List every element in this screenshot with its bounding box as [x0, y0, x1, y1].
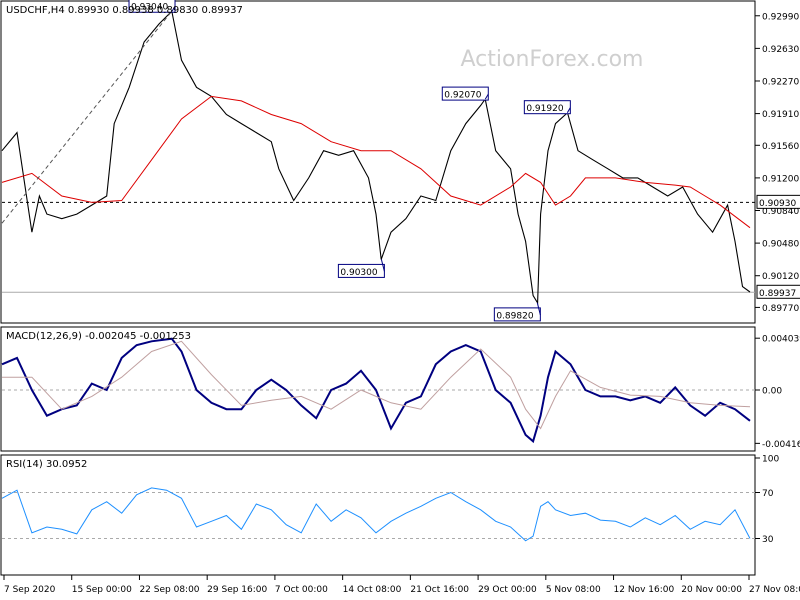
rsi-tick-label: 30	[762, 535, 774, 545]
time-tick-label: 14 Oct 08:00	[343, 585, 402, 595]
annotation-box	[441, 86, 489, 101]
time-tick-label: 27 Nov 08:00	[749, 585, 800, 595]
annotation-connector	[566, 107, 571, 113]
annotation-connector	[380, 259, 385, 272]
price-tick-label: 0.91200	[762, 174, 799, 184]
level-label-box	[756, 194, 800, 209]
price-tick-label: 0.91910	[762, 110, 799, 120]
price-tick-label: 0.92270	[762, 77, 799, 87]
annotation-label: 0.91920	[526, 104, 563, 114]
rsi-axis: 100 70 30	[2, 455, 779, 545]
time-tick-label: 29 Oct 00:00	[478, 585, 537, 595]
price-tick-label: 0.90480	[762, 240, 799, 250]
price-series-line	[1, 10, 751, 305]
time-tick-label: 20 Nov 00:00	[681, 585, 742, 595]
price-tick-label: 0.91560	[762, 142, 799, 152]
time-axis: 7 Sep 2020 15 Sep 00:00 22 Sep 08:00 29 Sep…	[3, 575, 800, 595]
watermark: ActionForex.com	[461, 47, 644, 72]
macd-signal-line	[2, 340, 751, 430]
time-tick-label: 5 Nov 08:00	[546, 585, 601, 595]
time-tick-label: 15 Sep 00:00	[72, 585, 132, 595]
price-tick-label: 0.90840	[762, 207, 799, 217]
current-price-label: 0.89937	[759, 289, 796, 299]
rsi-panel-frame	[0, 454, 756, 576]
price-tick-label: 0.90120	[762, 272, 799, 282]
price-tick-label: 0.89770	[762, 304, 799, 314]
price-plot	[1, 10, 751, 305]
price-annotations: 0.93040 0.92070 0.91920 0.90300 0.89820	[128, 0, 571, 322]
rsi-tick-label: 70	[762, 489, 774, 499]
rsi-title: RSI(14) 30.0952	[6, 459, 87, 470]
rsi-line	[1, 487, 751, 542]
time-tick-label: 7 Sep 2020	[4, 585, 56, 595]
time-tick-label: 21 Oct 16:00	[410, 585, 469, 595]
price-axis: 0.92990 0.92630 0.92270 0.91910 0.91560 0.912…	[2, 12, 800, 314]
macd-tick-label: 0.004039	[762, 335, 800, 345]
time-tick-label: 29 Sep 16:00	[207, 585, 267, 595]
time-tick-label: 22 Sep 08:00	[139, 585, 199, 595]
time-tick-label: 7 Oct 00:00	[275, 585, 328, 595]
macd-tick-label: 0.00	[762, 387, 782, 397]
macd-axis: 0.004039 0.00 -0.00416	[2, 335, 800, 450]
rsi-plot	[1, 487, 751, 542]
price-tick-label: 0.92990	[762, 12, 799, 22]
moving-average-line	[1, 95, 751, 229]
annotation-connector	[536, 302, 541, 316]
annotation-connector	[484, 93, 489, 100]
annotation-label: 0.92070	[444, 91, 481, 101]
price-tick-label: 0.92630	[762, 45, 799, 55]
macd-line	[1, 337, 751, 444]
annotation-box	[128, 0, 176, 13]
price-title: USDCHF,H4 0.89930 0.89938 0.89830 0.8993…	[6, 5, 243, 16]
macd-panel-frame	[0, 326, 756, 452]
annotation-label: 0.90300	[340, 268, 377, 278]
macd-plot	[1, 337, 751, 444]
annotation-label: 0.93040	[131, 3, 168, 13]
time-tick-label: 12 Nov 16:00	[614, 585, 675, 595]
macd-title: MACD(12,26,9) -0.002045 -0.001253	[6, 331, 191, 342]
annotation-label: 0.89820	[496, 311, 533, 321]
level-label: 0.90930	[759, 199, 796, 209]
trend-line	[1, 10, 173, 224]
annotation-box	[523, 100, 571, 115]
current-price-label-box	[756, 284, 800, 299]
macd-tick-label: -0.00416	[762, 440, 800, 450]
rsi-tick-label: 100	[762, 455, 779, 465]
annotation-connector	[171, 5, 176, 12]
